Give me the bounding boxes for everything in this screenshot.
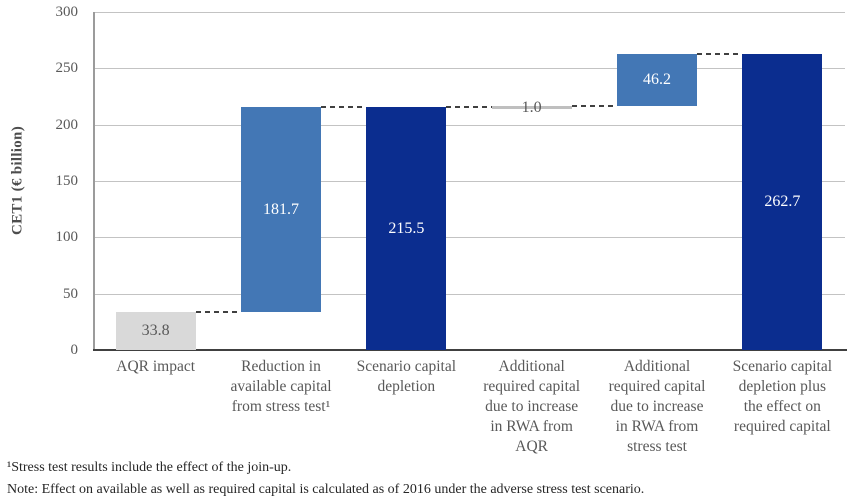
waterfall-bar: 181.7 (241, 107, 321, 312)
connector-line (321, 106, 367, 109)
waterfall-bar: 215.5 (366, 107, 447, 350)
y-tick-label: 300 (55, 4, 79, 20)
x-category-label: AQR impact (116, 358, 196, 375)
y-tick-label: 100 (55, 229, 79, 246)
y-tick-label: 250 (55, 60, 79, 77)
gridline (93, 124, 845, 126)
bar-value-label: 181.7 (263, 200, 299, 218)
gridline (93, 293, 845, 295)
gridline (93, 181, 845, 182)
connector-line (571, 105, 617, 108)
waterfall-bar: 33.8 (115, 311, 196, 350)
bar-value-label: 262.7 (764, 193, 801, 210)
waterfall-bar: 46.2 (617, 54, 697, 107)
x-category-label: Additional required capital due to incre… (608, 358, 706, 455)
bar-value-label: 46.2 (643, 71, 671, 89)
x-category-label: Reduction in available capital from stre… (230, 358, 332, 415)
waterfall-bar: 1.0 (491, 99, 572, 116)
bar-value-label: 1.0 (521, 98, 542, 116)
gridline (93, 68, 845, 70)
gridline (93, 237, 845, 239)
bar-value-label: 215.5 (388, 219, 425, 237)
waterfall-bar: 262.7 (742, 54, 823, 350)
footnote-note: Note: Effect on available as well as req… (7, 482, 645, 497)
x-category-label: Additional required capital due to incre… (483, 358, 581, 455)
x-category-label: Scenario capital depletion (356, 358, 457, 395)
y-axis-line (93, 12, 95, 350)
footnote-1: ¹Stress test results include the effect … (7, 460, 292, 475)
y-tick-label: 150 (55, 173, 79, 189)
gridline (93, 12, 845, 13)
y-tick-label: 50 (63, 285, 78, 302)
y-tick-label: 200 (55, 116, 79, 133)
x-category-label: Scenario capital depletion plus the effe… (732, 358, 833, 435)
connector-line (446, 106, 492, 109)
bar-value-label: 33.8 (141, 321, 170, 339)
connector-line (195, 310, 241, 313)
connector-line (697, 53, 743, 56)
y-tick-label: 0 (70, 342, 79, 358)
x-axis-line (93, 349, 847, 351)
